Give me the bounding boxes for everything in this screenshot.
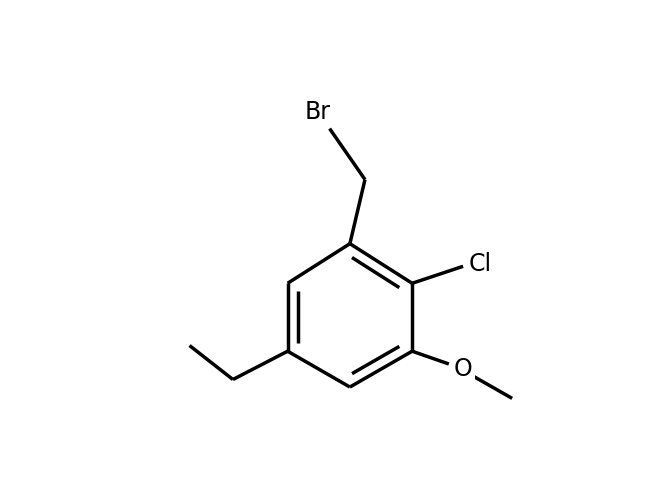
Text: Cl: Cl [469, 252, 492, 276]
Text: O: O [454, 357, 472, 381]
Text: Br: Br [305, 99, 331, 123]
